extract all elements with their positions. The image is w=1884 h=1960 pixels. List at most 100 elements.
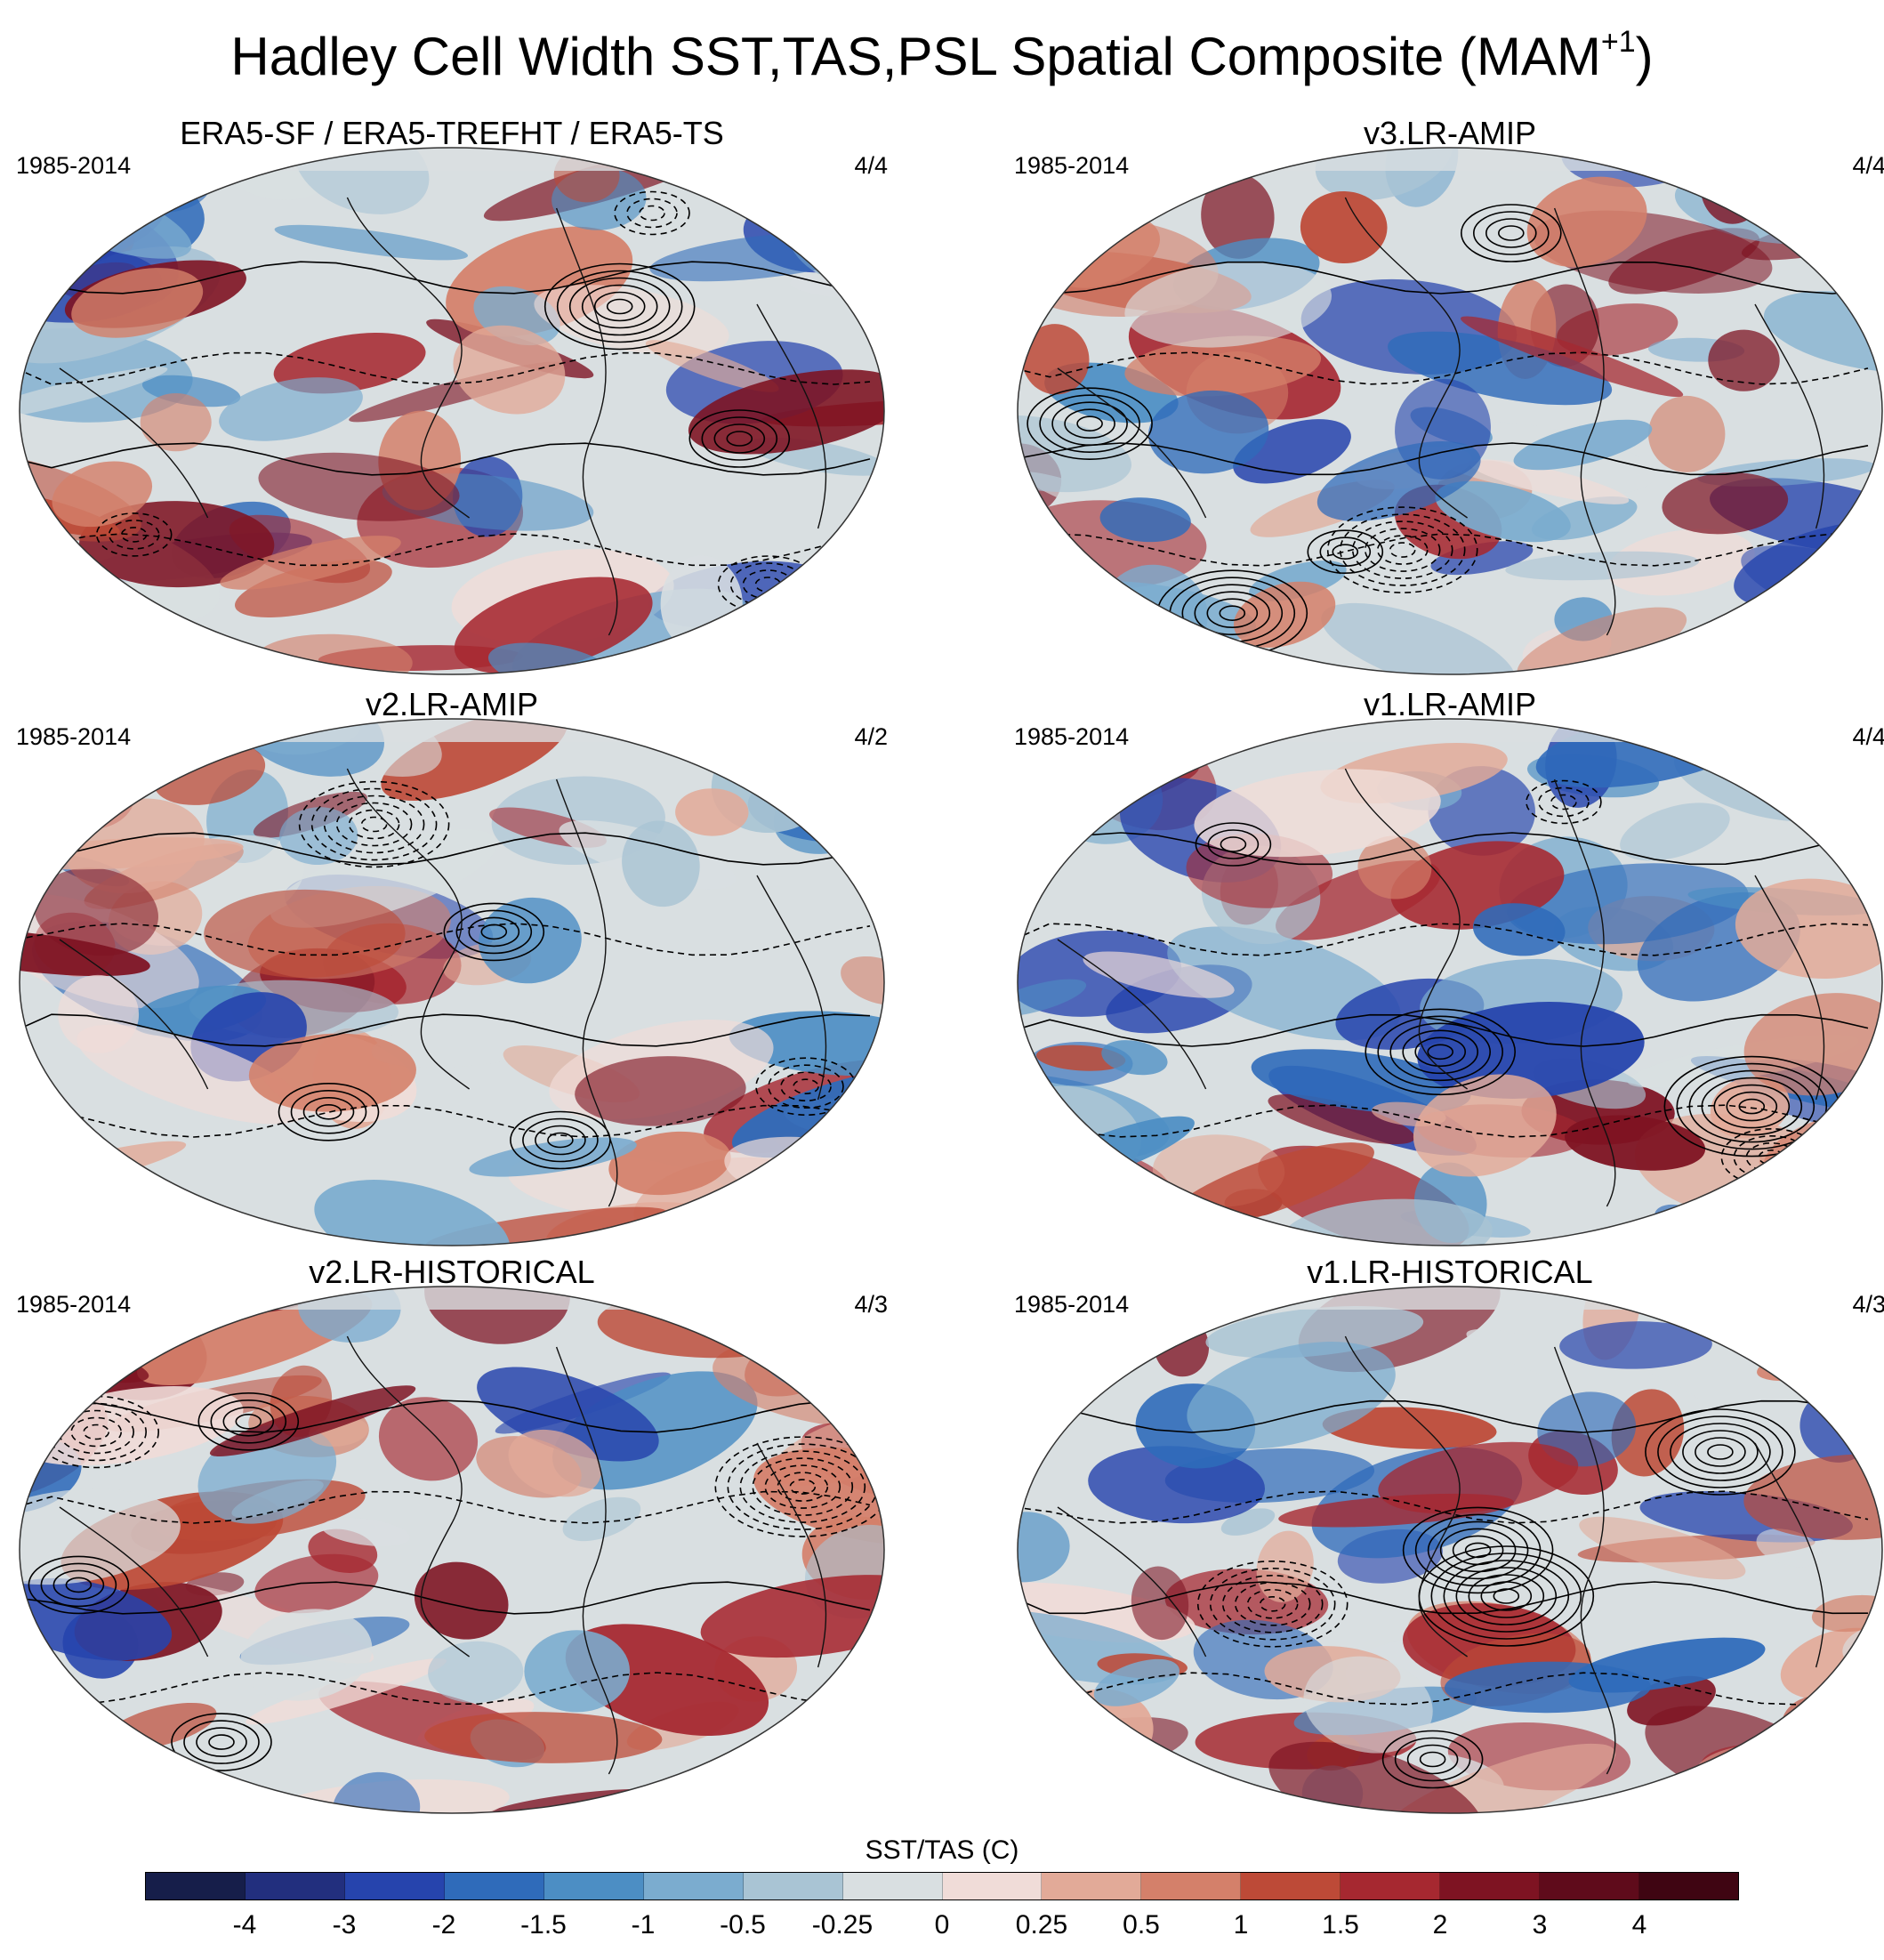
coastline xyxy=(1754,1442,1825,1668)
map-panel: v2.LR-HISTORICAL 1985-2014 4/3 xyxy=(16,1253,888,1822)
psl-contour xyxy=(315,1103,342,1120)
coastline xyxy=(1344,1335,1469,1658)
anomaly-field-patch xyxy=(688,369,884,455)
psl-contour xyxy=(606,298,633,315)
psl-contour xyxy=(1460,204,1562,262)
anomaly-field-patch xyxy=(1620,803,1730,861)
anomaly-field-patch xyxy=(1316,440,1481,521)
anomaly-field-patch xyxy=(254,633,413,674)
psl-contour xyxy=(1726,1091,1778,1122)
psl-contour xyxy=(1307,529,1384,575)
anomaly-field-patch xyxy=(279,807,358,866)
colorbar-segment xyxy=(1241,1873,1341,1900)
psl-contour xyxy=(1209,1567,1336,1641)
anomaly-field-patch xyxy=(795,1191,884,1246)
anomaly-field-patch xyxy=(1018,415,1131,493)
panel-title: v2.LR-AMIP xyxy=(365,686,539,722)
colorbar-segment xyxy=(1042,1873,1142,1900)
psl-contour xyxy=(1027,387,1153,461)
anomaly-field-patch xyxy=(20,1342,149,1383)
psl-contour xyxy=(581,284,658,329)
colorbar-tick-label: -1.5 xyxy=(520,1910,567,1940)
psl-contour xyxy=(556,270,683,343)
anomaly-field-patch xyxy=(1648,395,1726,472)
psl-contour xyxy=(1246,1588,1299,1619)
psl-contour xyxy=(1670,1423,1771,1481)
coastline xyxy=(1057,939,1207,1090)
psl-contour xyxy=(468,916,520,948)
psl-contour xyxy=(768,1064,844,1109)
psl-contour xyxy=(1364,528,1441,572)
psl-contour xyxy=(235,1414,262,1430)
colorbar-segment xyxy=(1341,1873,1441,1900)
psl-contour xyxy=(1195,822,1272,867)
map-outline xyxy=(1017,718,1883,1246)
psl-contour xyxy=(1039,394,1140,454)
coastline xyxy=(555,778,618,1207)
psl-contour xyxy=(1645,1408,1796,1496)
anomaly-field-patch xyxy=(428,1641,524,1704)
colorbar-tick-label: -4 xyxy=(232,1910,257,1940)
colorbar-segment xyxy=(743,1873,843,1900)
anomaly-field-patch xyxy=(775,1174,884,1229)
map-outline xyxy=(19,1286,885,1814)
psl-contour xyxy=(1439,1528,1517,1573)
psl-contour xyxy=(290,1089,367,1134)
anomaly-field-patch xyxy=(424,1712,663,1763)
psl-contour xyxy=(196,1727,247,1757)
psl-contour xyxy=(70,1416,122,1448)
anomaly-field-patch xyxy=(1579,1516,1746,1580)
psl-contour xyxy=(535,1125,586,1156)
psl-contour xyxy=(1064,408,1115,440)
composite-map xyxy=(19,1286,885,1814)
anomaly-field-patch xyxy=(1388,331,1613,406)
anomaly-field-patch xyxy=(20,367,168,423)
anomaly-field-patch xyxy=(254,1553,379,1614)
psl-contour xyxy=(1402,1029,1479,1075)
psl-contour xyxy=(626,198,678,229)
psl-contour xyxy=(752,1457,854,1516)
psl-contour xyxy=(1485,218,1537,248)
anomaly-field-patch xyxy=(1201,173,1275,259)
colorbar-tick-label: 2 xyxy=(1432,1910,1448,1940)
anomaly-field-patch xyxy=(1021,324,1090,395)
anomaly-field-patch xyxy=(20,618,157,671)
anomaly-field-patch xyxy=(477,1367,659,1462)
anomaly-field-patch xyxy=(44,599,123,657)
psl-contour xyxy=(1339,513,1466,586)
psl-contour xyxy=(1351,520,1453,579)
anomaly-field-patch xyxy=(1382,1743,1616,1813)
panel-count: 4/4 xyxy=(1852,152,1884,179)
psl-contour xyxy=(1018,1104,1869,1138)
psl-contour xyxy=(568,277,671,336)
psl-contour xyxy=(1526,779,1602,825)
panel-title: v1.LR-AMIP xyxy=(1363,686,1537,722)
psl-contour xyxy=(1427,1044,1454,1061)
psl-contour xyxy=(1018,832,1869,866)
psl-contour xyxy=(1220,836,1247,852)
anomaly-field-patch xyxy=(469,1137,637,1177)
anomaly-field-patch xyxy=(20,752,102,839)
colorbar-tick-label: -0.5 xyxy=(720,1910,766,1940)
anomaly-field-patch xyxy=(622,820,700,907)
psl-contour xyxy=(1713,1084,1791,1129)
psl-contour xyxy=(1406,1744,1459,1775)
anomaly-field-patch xyxy=(414,1561,509,1640)
composite-map xyxy=(19,718,885,1246)
psl-contour xyxy=(443,902,545,962)
psl-contour xyxy=(714,1436,884,1537)
psl-contour xyxy=(1326,506,1478,593)
colorbar-tick-label: -1 xyxy=(631,1910,656,1940)
psl-contour xyxy=(1657,1416,1783,1488)
colorbar-segment xyxy=(146,1873,246,1900)
coastline xyxy=(1754,875,1825,1101)
anomaly-field-patch xyxy=(1743,1454,1882,1540)
psl-contour xyxy=(20,533,871,567)
anomaly-field-patch xyxy=(91,642,175,674)
panel-period: 1985-2014 xyxy=(1014,723,1130,750)
panel-period: 1985-2014 xyxy=(16,152,132,179)
panel-period: 1985-2014 xyxy=(1014,1291,1130,1318)
psl-contour xyxy=(1472,211,1550,255)
anomaly-field-patch xyxy=(1124,261,1332,348)
psl-contour xyxy=(20,832,871,866)
